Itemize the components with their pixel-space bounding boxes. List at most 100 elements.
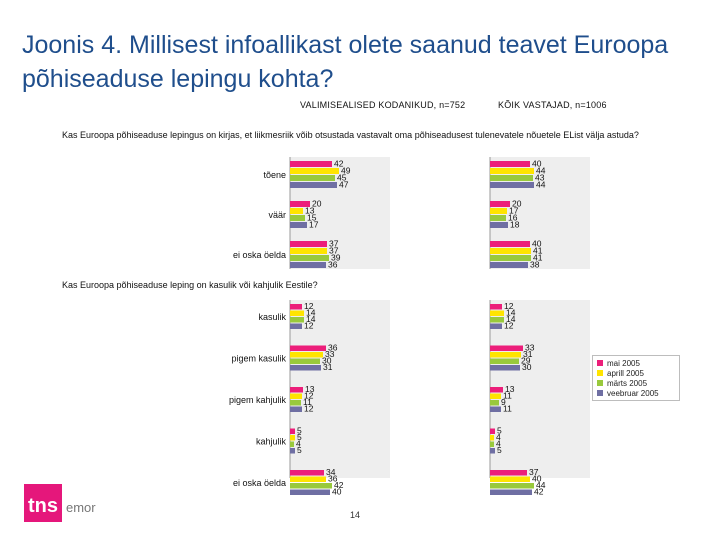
bar	[490, 406, 501, 412]
bar-value-label: 13	[305, 206, 315, 216]
bar-value-label: 12	[304, 321, 314, 331]
bar-value-label: 11	[503, 404, 512, 414]
bar	[490, 400, 499, 406]
category-label: pigem kasulik	[231, 354, 286, 364]
bar	[290, 248, 327, 254]
bar-value-label: 12	[304, 301, 314, 311]
bar	[290, 387, 303, 393]
bar	[490, 222, 508, 228]
bar-value-label: 36	[328, 260, 338, 270]
bar-value-label: 5	[497, 445, 502, 455]
bar	[490, 175, 533, 181]
bar	[290, 222, 307, 228]
chart-panel-background	[290, 300, 390, 478]
bar	[290, 428, 295, 434]
bar-value-label: 18	[510, 220, 520, 230]
bar	[290, 161, 332, 167]
bar-value-label: 4	[496, 439, 501, 449]
chart-panel-background	[490, 300, 590, 478]
bar	[290, 393, 302, 399]
bar	[290, 255, 329, 261]
bar-value-label: 4	[496, 432, 501, 442]
bar-value-label: 44	[536, 180, 546, 190]
slide-title: Joonis 4. Millisest infoallikast olete s…	[22, 31, 669, 93]
bar-value-label: 12	[304, 404, 314, 414]
bar	[490, 387, 503, 393]
bar-value-label: 39	[331, 253, 341, 263]
bar	[290, 317, 304, 323]
bar-value-label: 45	[337, 173, 347, 183]
bar-value-label: 5	[297, 426, 302, 436]
legend-item: märts 2005	[597, 378, 675, 388]
column-header-citizens: VALIMISEALISED KODANIKUD, n=752	[300, 100, 466, 110]
legend-item: mai 2005	[597, 358, 675, 368]
question-1-text: Kas Euroopa põhiseaduse lepingus on kirj…	[62, 130, 639, 140]
bar-value-label: 15	[307, 213, 317, 223]
bar-value-label: 14	[506, 308, 516, 318]
bar	[290, 406, 302, 412]
bar	[490, 489, 532, 495]
bar-value-label: 20	[312, 199, 322, 209]
bar-value-label: 34	[326, 467, 336, 477]
bar-value-label: 5	[297, 432, 302, 442]
bar-value-label: 40	[532, 159, 542, 169]
bar	[290, 168, 339, 174]
bar	[490, 304, 502, 310]
bar	[490, 262, 528, 268]
bar	[290, 352, 323, 358]
bar-value-label: 49	[341, 166, 351, 176]
bar	[290, 323, 302, 329]
bar	[490, 215, 506, 221]
legend-swatch	[597, 390, 603, 396]
bar	[290, 365, 321, 371]
bar-value-label: 33	[325, 349, 335, 359]
bar	[490, 428, 495, 434]
legend-item: aprill 2005	[597, 368, 675, 378]
bar	[490, 483, 534, 489]
bar	[490, 476, 530, 482]
bar-value-label: 40	[532, 239, 542, 249]
bar-value-label: 29	[521, 356, 531, 366]
logo-text: tns	[28, 495, 58, 517]
bar-value-label: 43	[535, 173, 545, 183]
bar	[490, 182, 534, 188]
category-label: tõene	[263, 170, 286, 180]
bar	[290, 476, 326, 482]
bar	[490, 168, 534, 174]
bar-value-label: 42	[534, 487, 544, 497]
bar-value-label: 20	[512, 199, 522, 209]
logo-mark	[24, 484, 62, 522]
bar-value-label: 40	[332, 487, 342, 497]
bar	[290, 215, 305, 221]
legend-swatch	[597, 380, 603, 386]
bar-value-label: 17	[309, 220, 319, 230]
bar-value-label: 38	[530, 260, 540, 270]
bar-value-label: 44	[536, 166, 546, 176]
bar	[490, 365, 520, 371]
bar-value-label: 41	[533, 253, 543, 263]
bar	[290, 201, 310, 207]
bar-value-label: 42	[334, 480, 344, 490]
bar	[490, 470, 527, 476]
bar-value-label: 40	[532, 474, 542, 484]
bar-value-label: 17	[509, 206, 519, 216]
bar	[290, 208, 303, 214]
bar-value-label: 5	[497, 426, 502, 436]
category-label: ei oska öelda	[233, 478, 286, 488]
bar	[290, 241, 327, 247]
bar	[490, 435, 494, 441]
category-label: kasulik	[258, 312, 286, 322]
bar-value-label: 41	[533, 246, 543, 256]
category-label: pigem kahjulik	[229, 395, 287, 405]
bar	[490, 208, 507, 214]
bar	[490, 161, 530, 167]
bar-value-label: 31	[323, 362, 333, 372]
bar-value-label: 9	[501, 397, 506, 407]
bar	[490, 323, 502, 329]
bar	[290, 435, 295, 441]
bar	[290, 400, 301, 406]
bar-value-label: 37	[529, 467, 539, 477]
bar	[490, 393, 501, 399]
bar	[490, 358, 519, 364]
